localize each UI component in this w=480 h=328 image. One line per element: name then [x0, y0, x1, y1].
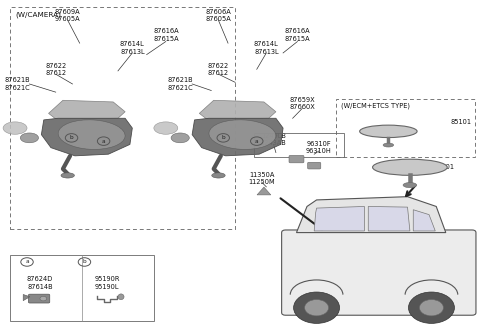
Ellipse shape	[3, 122, 27, 134]
Text: a: a	[25, 259, 29, 264]
Ellipse shape	[58, 120, 125, 149]
Circle shape	[305, 299, 328, 316]
Ellipse shape	[403, 183, 417, 188]
Text: 87606A
87605A: 87606A 87605A	[205, 9, 231, 22]
Polygon shape	[297, 197, 446, 233]
Text: (W/ECM+ETCS TYPE): (W/ECM+ETCS TYPE)	[340, 103, 409, 109]
FancyBboxPatch shape	[282, 230, 476, 315]
FancyBboxPatch shape	[308, 162, 321, 169]
Ellipse shape	[212, 173, 225, 178]
Polygon shape	[23, 295, 30, 301]
Ellipse shape	[171, 133, 189, 143]
Ellipse shape	[372, 159, 447, 175]
FancyBboxPatch shape	[28, 294, 50, 303]
Text: 87659X
87660X: 87659X 87660X	[289, 97, 315, 110]
Polygon shape	[368, 206, 410, 231]
Text: b: b	[83, 259, 86, 264]
Text: 96310F
96310H: 96310F 96310H	[306, 141, 332, 154]
Ellipse shape	[209, 120, 276, 149]
Text: a: a	[255, 139, 259, 144]
Text: 87616A
87615A: 87616A 87615A	[153, 28, 179, 42]
Polygon shape	[41, 118, 132, 156]
Text: 87622
87612: 87622 87612	[208, 63, 229, 76]
Polygon shape	[314, 206, 364, 231]
Text: 87624D
87614B: 87624D 87614B	[27, 277, 53, 290]
Circle shape	[40, 296, 47, 301]
Ellipse shape	[383, 143, 394, 147]
Text: 1249LB
1243AB: 1249LB 1243AB	[261, 133, 287, 146]
Circle shape	[294, 292, 339, 323]
Ellipse shape	[118, 294, 124, 299]
Polygon shape	[192, 118, 283, 156]
Text: b: b	[221, 135, 225, 140]
Ellipse shape	[61, 173, 74, 178]
Text: 87614L
87613L: 87614L 87613L	[254, 41, 279, 55]
Text: 87609A
97605A: 87609A 97605A	[55, 9, 81, 22]
Text: 87621B
87621C: 87621B 87621C	[168, 77, 193, 91]
Polygon shape	[413, 210, 435, 231]
Polygon shape	[199, 100, 276, 119]
Text: 11350A
11250M: 11350A 11250M	[248, 172, 275, 185]
Text: 87614L
87613L: 87614L 87613L	[120, 41, 144, 55]
Text: (W/CAMERA): (W/CAMERA)	[15, 11, 61, 18]
Text: 87616A
87615A: 87616A 87615A	[285, 28, 310, 42]
Text: b: b	[70, 135, 73, 140]
Text: 87622
87612: 87622 87612	[45, 63, 66, 76]
Text: 85101: 85101	[451, 118, 471, 125]
Polygon shape	[48, 100, 125, 119]
Text: 95190R
95190L: 95190R 95190L	[94, 277, 120, 290]
Ellipse shape	[360, 125, 417, 137]
Text: a: a	[102, 139, 106, 144]
Ellipse shape	[154, 122, 178, 134]
Text: 87621B
87621C: 87621B 87621C	[5, 77, 30, 91]
Polygon shape	[257, 187, 271, 195]
Circle shape	[408, 292, 455, 323]
Circle shape	[420, 299, 444, 316]
FancyBboxPatch shape	[289, 155, 304, 163]
Text: 85101: 85101	[434, 164, 455, 170]
Ellipse shape	[20, 133, 38, 143]
